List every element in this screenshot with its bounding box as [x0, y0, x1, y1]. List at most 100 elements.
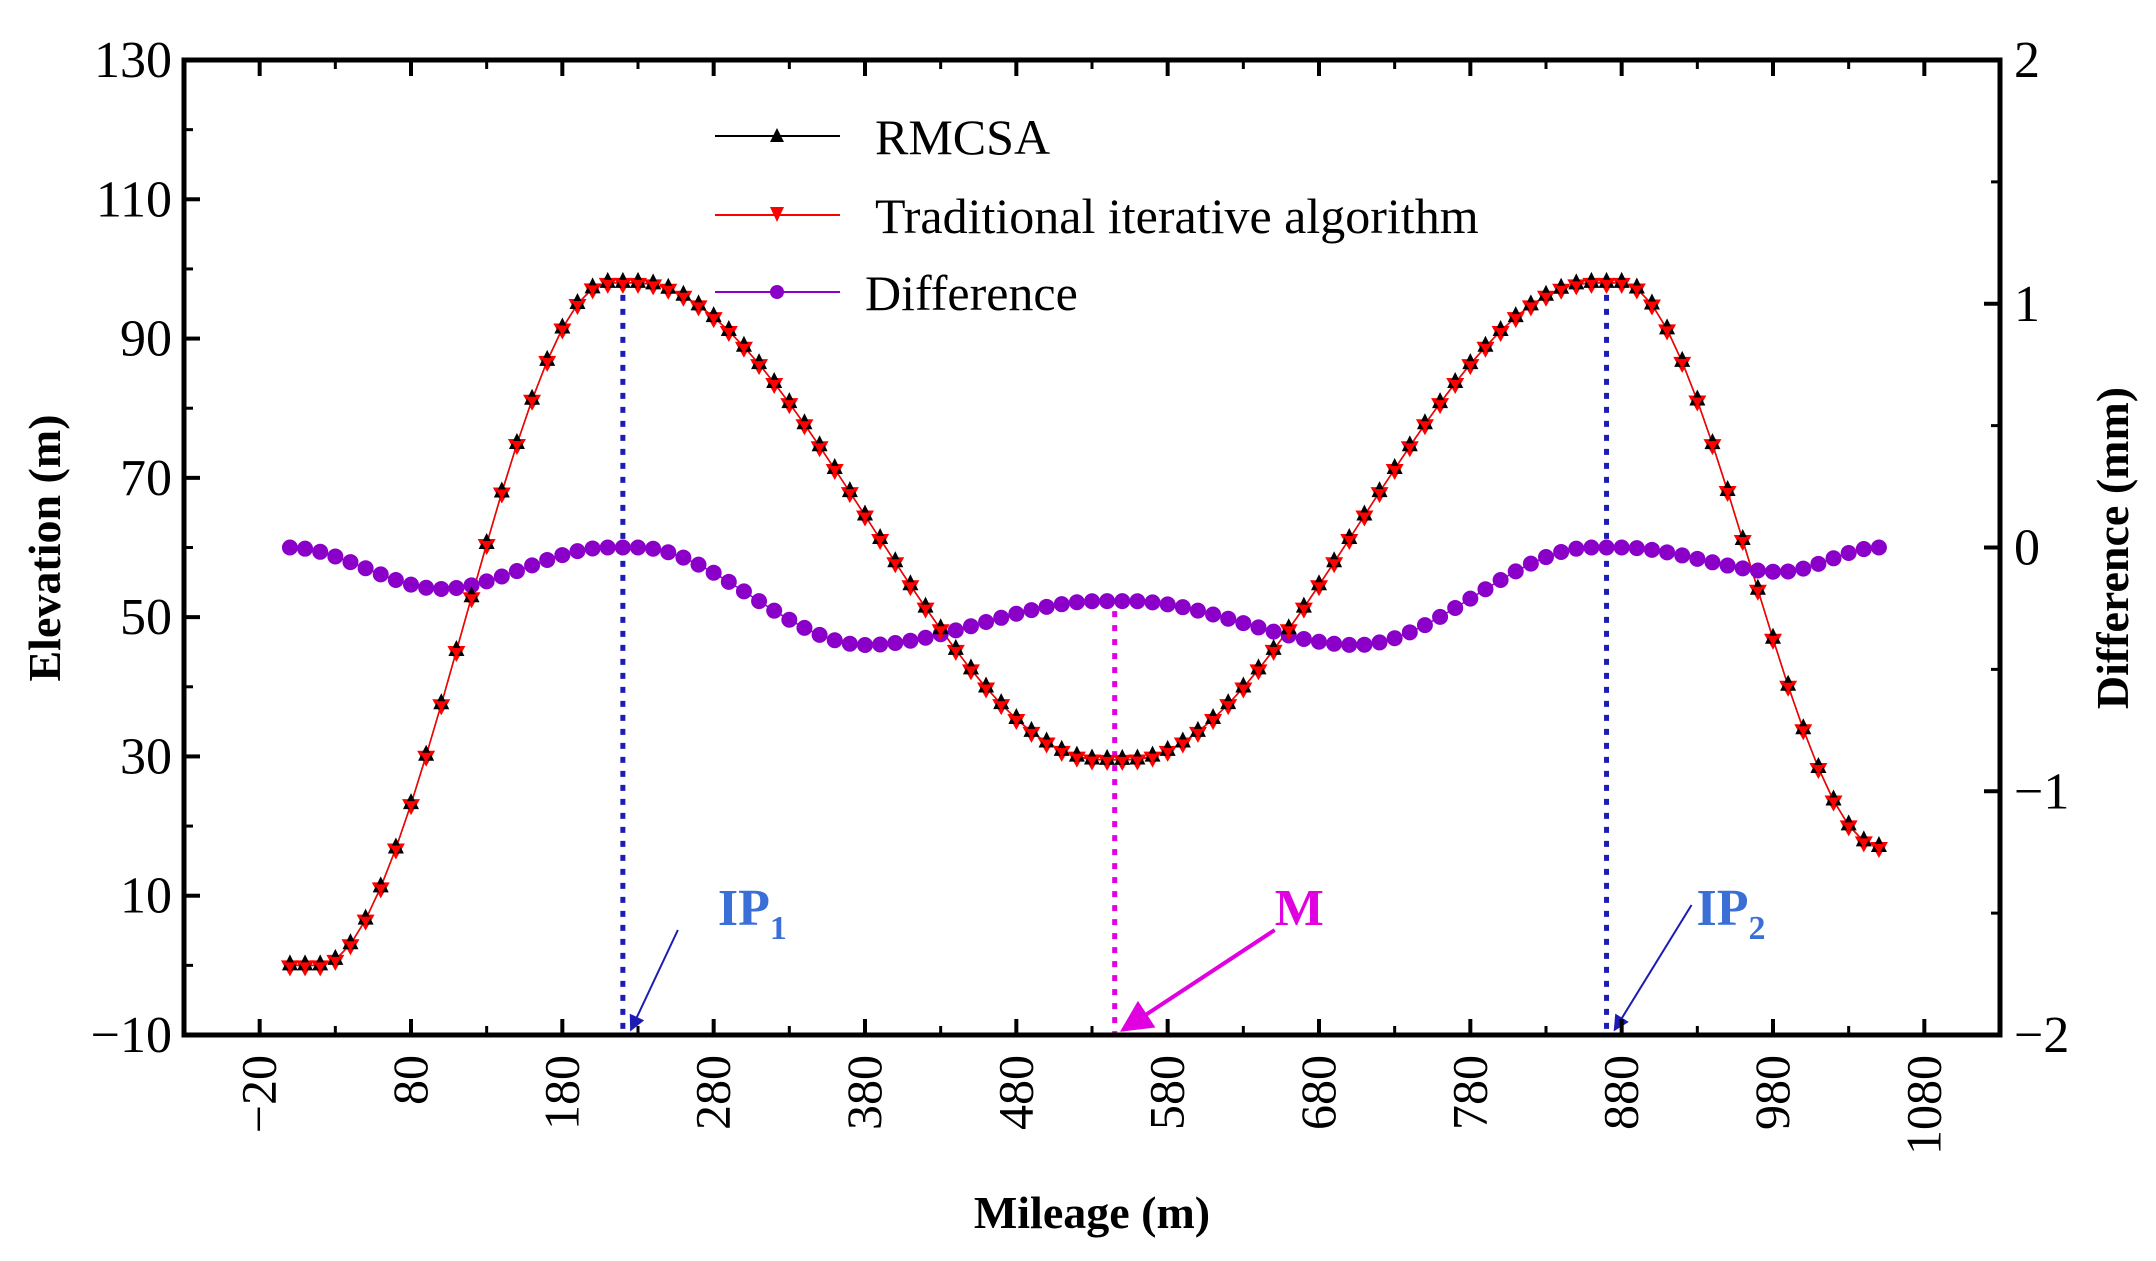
difference-point [1341, 636, 1358, 653]
traditional-point-core [359, 916, 372, 927]
difference-point [357, 560, 374, 577]
traditional-point-core [632, 279, 644, 290]
series-lines [289, 282, 1880, 967]
traditional-point-core [526, 396, 539, 407]
difference-point [1311, 633, 1327, 650]
traditional-point-core [828, 465, 841, 476]
traditional-point-core [329, 956, 342, 967]
traditional-point-core [480, 540, 493, 551]
traditional-point-core [435, 701, 448, 712]
traditional-point-core [1176, 739, 1189, 750]
y2-tick-label: 0 [2014, 520, 2040, 577]
y-tick-label: 70 [120, 450, 172, 507]
traditional-point-core [1797, 726, 1810, 737]
traditional-point-core [314, 962, 327, 973]
traditional-point-core [389, 845, 402, 856]
difference-point [705, 564, 722, 581]
traditional-point-core [980, 684, 993, 695]
triangle-up-icon [770, 128, 784, 142]
difference-point [781, 611, 798, 628]
traditional-point-core [1282, 626, 1295, 637]
difference-point [508, 563, 525, 580]
difference-point [1129, 593, 1146, 610]
difference-point [1780, 563, 1797, 580]
traditional-point-core [1055, 747, 1068, 758]
axis-ticks: −20 80 180 280 380 480 580 680 780 880 980 1080−101… [91, 32, 2070, 1155]
difference-point [1235, 615, 1252, 632]
annotation-arrow-ip2 [1613, 904, 1693, 1032]
traditional-point-core [450, 648, 463, 659]
x-axis-title: Mileage (m) [974, 1187, 1210, 1238]
traditional-point-core [1540, 292, 1552, 303]
traditional-point-core [889, 559, 902, 570]
traditional-point-core [1661, 326, 1674, 337]
annotation-arrow-ip1 [629, 929, 679, 1032]
difference-point [1553, 543, 1570, 560]
series-line-rmcsa [289, 282, 1880, 967]
difference-point [1159, 596, 1176, 613]
y-tick-label: 90 [120, 311, 172, 368]
traditional-point-core [1297, 604, 1310, 615]
traditional-point-core [1146, 753, 1159, 764]
difference-point [327, 548, 344, 565]
traditional-point-core [571, 300, 584, 311]
y2-tick-label: −2 [2014, 1007, 2069, 1064]
traditional-point-core [405, 801, 417, 812]
traditional-point-core [1827, 797, 1840, 808]
legend-item-rmcsa: RMCSA [715, 109, 1050, 165]
difference-point [826, 632, 843, 649]
x-tick-label: 380 [836, 1055, 892, 1130]
traditional-point-core [1570, 281, 1583, 292]
difference-point [1810, 555, 1827, 572]
y2-tick-label: 2 [2014, 32, 2040, 89]
difference-point [1174, 599, 1191, 616]
difference-point [387, 571, 404, 588]
y-tick-label: 10 [120, 868, 172, 925]
traditional-point-core [465, 594, 478, 605]
traditional-point-core [1161, 747, 1174, 758]
y2-tick-label: 1 [2014, 276, 2040, 333]
traditional-point-core [495, 489, 508, 500]
y-axis-title: Elevation (m) [19, 414, 70, 681]
y2-axis-title: Difference (mm) [2087, 387, 2138, 709]
traditional-point-core [1721, 488, 1734, 499]
traditional-point-core [1222, 701, 1235, 712]
difference-point [1084, 593, 1100, 610]
triangle-down-icon [770, 207, 784, 222]
difference-point [403, 576, 419, 593]
difference-point [1326, 635, 1343, 652]
difference-point [917, 629, 934, 646]
traditional-point-core [556, 325, 569, 336]
difference-point [1598, 539, 1615, 556]
difference-point [1870, 539, 1887, 556]
difference-point [872, 636, 889, 653]
annotation-arrow-m [1120, 928, 1276, 1032]
annotation-lines [620, 294, 1610, 1035]
traditional-point-core [1373, 489, 1386, 500]
traditional-point-core [919, 604, 932, 615]
difference-point [1386, 630, 1403, 647]
difference-point [1189, 602, 1206, 619]
traditional-point-core [1509, 314, 1522, 325]
traditional-point-core [1403, 443, 1416, 454]
traditional-point-core [859, 512, 871, 523]
traditional-point-core [1237, 684, 1250, 695]
difference-point [418, 579, 435, 596]
traditional-point-core [677, 292, 690, 303]
traditional-point-core [1464, 361, 1477, 372]
traditional-point-core [1434, 400, 1447, 411]
legend: RMCSA Traditional iterative algorithm Di… [715, 109, 1479, 321]
y-tick-label: 110 [96, 171, 172, 228]
traditional-point-core [1736, 537, 1749, 548]
y2-tick-label: −1 [2014, 763, 2069, 820]
traditional-point-core [1645, 301, 1658, 312]
traditional-point-core [1025, 728, 1038, 739]
difference-point [1144, 594, 1161, 611]
traditional-point-core [1524, 302, 1537, 313]
difference-point [1840, 545, 1857, 562]
traditional-point-core [1555, 285, 1568, 296]
difference-point [1432, 608, 1449, 625]
traditional-point-core [1691, 397, 1704, 408]
difference-point [902, 632, 919, 649]
traditional-point-core [737, 343, 750, 354]
